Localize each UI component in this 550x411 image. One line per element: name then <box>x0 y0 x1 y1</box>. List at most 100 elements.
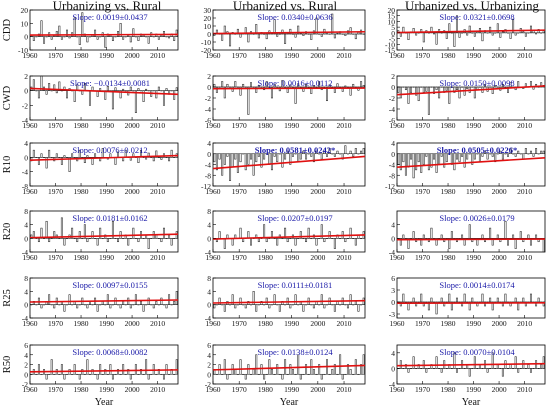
data-bar <box>73 364 76 375</box>
data-bar <box>468 25 471 34</box>
data-bar <box>435 86 438 91</box>
data-bar <box>78 373 81 380</box>
x-tick-label: 1970 <box>232 187 247 196</box>
data-bar <box>422 360 425 369</box>
data-bar <box>234 369 237 375</box>
data-bar <box>489 26 492 34</box>
data-bar <box>88 90 91 106</box>
data-bar <box>127 35 130 37</box>
data-bar <box>537 297 540 303</box>
data-bar <box>435 32 438 45</box>
data-bar <box>486 153 489 160</box>
x-tick-label: 1980 <box>441 385 456 394</box>
data-bar <box>281 80 284 88</box>
y-tick-label: -3 <box>389 310 395 319</box>
data-bar <box>333 304 336 312</box>
data-bar <box>53 84 56 91</box>
data-bar <box>68 157 71 172</box>
x-tick-label: 1980 <box>441 121 456 130</box>
data-bar <box>273 83 276 88</box>
y-tick-label: -2 <box>389 94 395 103</box>
data-bar <box>137 157 140 163</box>
data-bar <box>83 157 86 163</box>
y-tick-label: -12 <box>201 182 211 191</box>
x-tick-label: 1970 <box>232 319 247 328</box>
data-bar <box>458 153 461 163</box>
data-bar <box>155 150 158 158</box>
x-tick-label: 2010 <box>517 385 532 394</box>
data-bar <box>402 293 405 303</box>
x-tick-label: 1970 <box>415 385 430 394</box>
data-bar <box>320 224 323 239</box>
trend-line <box>29 233 179 239</box>
y-tick-label: -6 <box>389 116 395 125</box>
trend-line <box>396 362 546 367</box>
trend-line <box>396 238 546 241</box>
x-tick-label: 1990 <box>99 121 114 130</box>
data-bar <box>320 294 323 305</box>
data-bar <box>529 293 532 303</box>
data-bar <box>404 86 407 91</box>
data-bar <box>273 294 276 305</box>
data-bar <box>73 17 76 37</box>
panel-r10-col2: -12 -8-4 0 4 1960 1970 1980 1990 2000 2010 Slope: … <box>201 139 366 196</box>
data-bar <box>289 84 292 88</box>
y-tick-label: -4 <box>389 161 395 170</box>
data-bar <box>331 13 334 35</box>
data-bar <box>76 238 79 243</box>
data-bar <box>344 145 347 155</box>
data-bar <box>81 12 84 37</box>
data-bar <box>352 83 355 88</box>
data-bar <box>40 20 43 37</box>
panel-cwd-col2: -6 -4 -2 0 2 1960 1970 1980 1990 2000 2010 Slope: 0… <box>205 72 366 130</box>
data-bar <box>404 153 407 176</box>
y-tick-label: 20 <box>204 14 212 23</box>
y-tick-label: 0 <box>24 33 28 42</box>
data-bar <box>542 238 545 253</box>
y-tick-label: -15 <box>385 46 395 55</box>
y-tick-label: -2 <box>205 380 211 389</box>
data-bar <box>221 153 224 176</box>
y-tick-label: 4 <box>391 349 395 358</box>
x-tick-label: 1970 <box>48 253 63 262</box>
data-bar <box>73 90 76 102</box>
x-tick-label: 2010 <box>517 121 532 130</box>
data-bar <box>315 238 318 246</box>
data-bar <box>333 238 336 249</box>
data-bar <box>427 301 430 311</box>
y-tick-label: 4 <box>207 221 211 230</box>
data-bar <box>218 153 221 160</box>
y-tick-label: 8 <box>207 207 211 216</box>
data-bar <box>399 86 402 99</box>
data-bar <box>399 360 402 369</box>
y-tick-label: -2 <box>205 94 211 103</box>
data-bar <box>109 304 112 309</box>
trend-line <box>212 299 366 304</box>
data-bar <box>407 153 410 168</box>
panel-frame <box>396 9 546 51</box>
data-bar <box>517 150 520 155</box>
data-bar <box>417 364 420 369</box>
x-tick-label: 1990 <box>284 121 299 130</box>
trend-line <box>29 87 179 96</box>
panel-frame <box>29 75 179 121</box>
data-bar <box>360 150 363 155</box>
data-bar <box>362 354 365 375</box>
data-bar <box>473 153 476 160</box>
data-bar <box>226 153 229 157</box>
data-bar <box>255 304 258 312</box>
data-bar <box>86 238 89 243</box>
x-tick-label: 1970 <box>415 51 430 60</box>
x-tick-label: 1980 <box>258 51 273 60</box>
y-tick-label: 4 <box>391 139 395 148</box>
data-bar <box>45 373 48 380</box>
data-bar <box>147 373 150 380</box>
data-bar <box>239 297 242 305</box>
data-bar <box>473 356 476 369</box>
data-bar <box>226 373 229 380</box>
data-bar <box>117 369 120 375</box>
data-bar <box>425 153 428 157</box>
x-tick-label: 1980 <box>74 51 89 60</box>
y-tick-label: 4 <box>24 139 28 148</box>
data-bar <box>218 297 221 305</box>
